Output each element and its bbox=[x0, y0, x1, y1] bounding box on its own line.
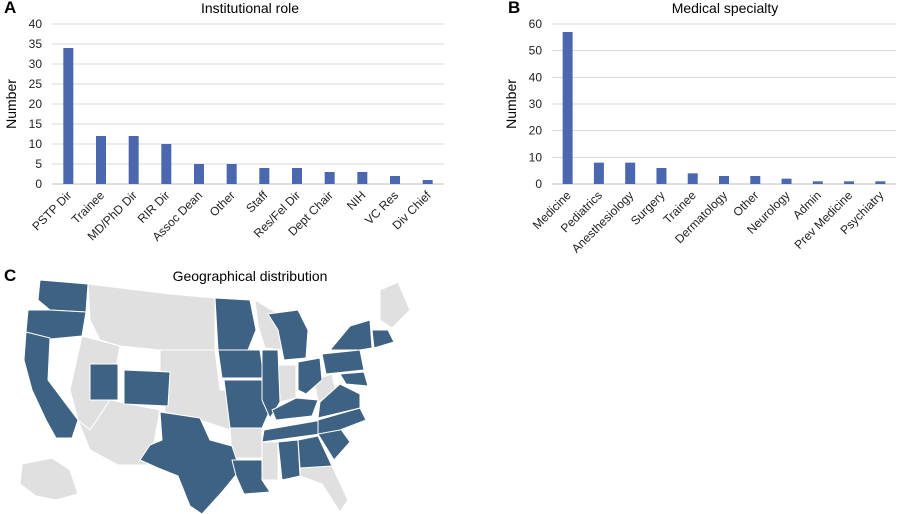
map-state-iowa bbox=[217, 349, 265, 379]
chart-a-bar bbox=[324, 172, 335, 184]
chart-a-y-tick: 35 bbox=[29, 37, 43, 51]
chart-b-bar bbox=[593, 162, 604, 184]
chart-b-bar bbox=[656, 168, 667, 184]
chart-a-bar bbox=[161, 144, 172, 184]
chart-b-y-tick: 30 bbox=[529, 97, 543, 111]
map-state-maine-base bbox=[379, 281, 411, 329]
map-state-utah bbox=[89, 363, 119, 401]
chart-b-bar bbox=[719, 176, 729, 184]
chart-a-y-tick: 15 bbox=[29, 117, 43, 131]
map-state-washington bbox=[37, 279, 89, 313]
map-state-southwest-base bbox=[77, 399, 161, 466]
chart-a-bar bbox=[422, 180, 433, 184]
chart-b-bar bbox=[812, 181, 823, 184]
map-state-ohio bbox=[297, 357, 323, 395]
chart-b-bar bbox=[625, 162, 636, 184]
chart-b: 0102030405060NumberMedicinePediatricsAne… bbox=[503, 17, 896, 256]
chart-a-bar bbox=[292, 168, 302, 184]
map-state-louisiana bbox=[231, 459, 271, 495]
map-state-new-england bbox=[371, 329, 395, 349]
map-state-pennsylvania bbox=[321, 349, 365, 375]
chart-a-y-tick: 5 bbox=[35, 157, 42, 171]
chart-b-category-label: Surgery bbox=[628, 188, 668, 228]
map-state-kentucky bbox=[271, 397, 319, 421]
chart-a-bar bbox=[194, 164, 204, 184]
map-state-michigan bbox=[267, 309, 309, 361]
map-state-maryland bbox=[339, 371, 369, 387]
chart-b-y-tick: 10 bbox=[529, 150, 543, 164]
chart-a-bar bbox=[128, 136, 139, 184]
chart-a-bar bbox=[63, 48, 74, 184]
chart-b-y-tick: 0 bbox=[535, 177, 542, 191]
panel-a-letter: A bbox=[4, 0, 17, 17]
chart-b-bar bbox=[562, 32, 573, 184]
chart-b-title: Medical specialty bbox=[671, 0, 779, 16]
chart-b-y-tick: 20 bbox=[529, 124, 543, 138]
map-state-missouri bbox=[223, 379, 271, 429]
chart-a-y-tick: 30 bbox=[29, 57, 43, 71]
chart-b-y-tick: 60 bbox=[529, 17, 543, 31]
map-state-north-west-base bbox=[87, 283, 216, 351]
map-state-florida-base bbox=[299, 465, 349, 513]
map-state-indiana-base bbox=[277, 364, 297, 403]
chart-a-y-label: Number bbox=[3, 79, 19, 129]
chart-b-y-tick: 50 bbox=[529, 44, 543, 58]
chart-a-title: Institutional role bbox=[200, 0, 300, 16]
chart-a-y-tick: 0 bbox=[35, 177, 42, 191]
chart-a-bar bbox=[259, 168, 270, 184]
chart-a-y-tick: 25 bbox=[29, 77, 43, 91]
chart-b-y-tick: 40 bbox=[529, 70, 543, 84]
map-state-virginia bbox=[317, 383, 361, 419]
map-state-alabama bbox=[277, 439, 301, 481]
chart-a-y-tick: 40 bbox=[29, 17, 43, 31]
chart-a-y-tick: 20 bbox=[29, 97, 43, 111]
map-state-alaska-base bbox=[19, 457, 79, 501]
map-state-minnesota bbox=[214, 297, 257, 351]
map-state-colorado bbox=[123, 369, 171, 407]
map-title: Geographical distribution bbox=[172, 268, 328, 284]
chart-a-bar bbox=[226, 164, 237, 184]
map-state-mississippi-base bbox=[261, 441, 279, 481]
chart-b-y-label: Number bbox=[503, 79, 519, 129]
map-state-texas bbox=[139, 411, 241, 514]
chart-b-bar bbox=[844, 181, 855, 184]
chart-b-bar bbox=[781, 178, 792, 184]
map-state-new-york bbox=[329, 319, 373, 351]
chart-b-bar bbox=[687, 173, 698, 184]
chart-a-bar bbox=[357, 172, 368, 184]
chart-a-bar bbox=[390, 176, 400, 184]
chart-b-bar bbox=[750, 176, 761, 184]
map-state-california bbox=[23, 331, 79, 439]
panel-c-letter: C bbox=[4, 266, 17, 285]
us-map bbox=[19, 279, 411, 514]
chart-a-y-tick: 10 bbox=[29, 137, 43, 151]
chart-a-bar bbox=[96, 136, 106, 184]
chart-b-bar bbox=[875, 181, 886, 184]
map-state-georgia bbox=[297, 435, 333, 469]
panel-b-letter: B bbox=[508, 0, 521, 17]
